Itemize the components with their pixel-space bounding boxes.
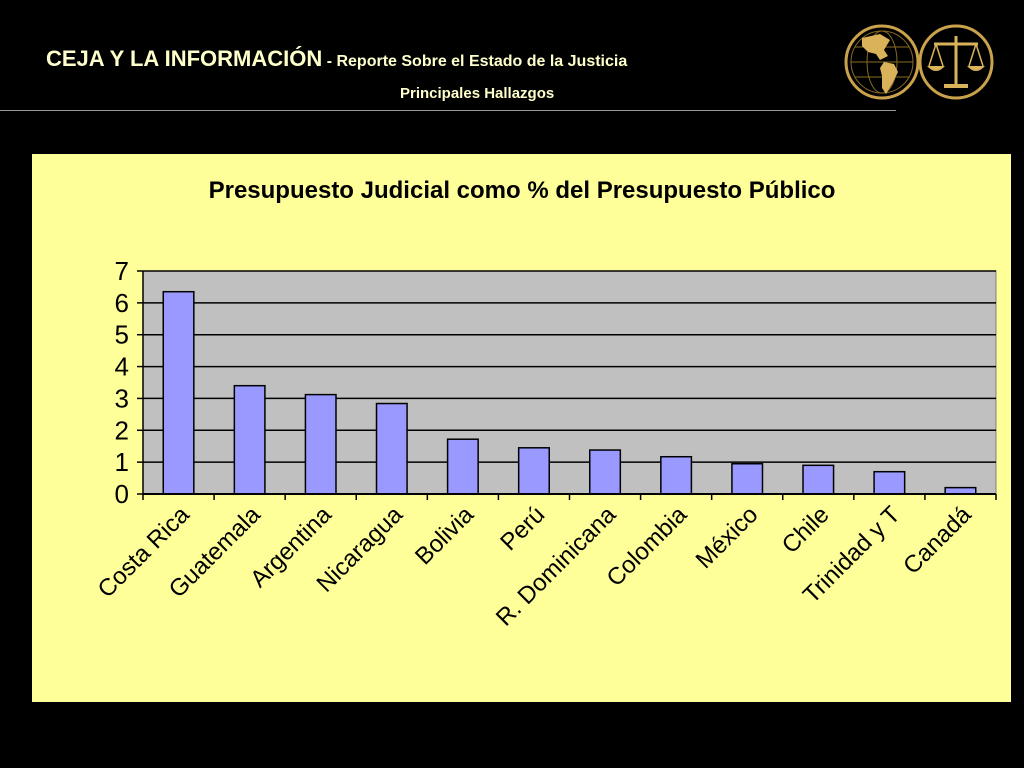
- header-divider: [0, 110, 896, 111]
- y-tick-label: 3: [115, 383, 129, 413]
- header-subtitle: Principales Hallazgos: [400, 85, 555, 102]
- scales-of-justice-icon: [918, 24, 994, 100]
- bar-m-xico: [731, 462, 764, 495]
- gridlines: [143, 270, 996, 463]
- bar-r-dominicana: [589, 449, 622, 495]
- bar-trinidad-y-t: [873, 470, 906, 495]
- bar-costa-rica: [162, 290, 195, 495]
- y-tick-label: 0: [115, 479, 129, 509]
- globe-americas-icon: [844, 24, 920, 100]
- bar-guatemala: [233, 384, 266, 495]
- y-tick-label: 4: [115, 352, 129, 382]
- chart-panel: Presupuesto Judicial como % del Presupue…: [32, 154, 1011, 702]
- bar-per-: [517, 447, 550, 495]
- x-tick-label: Chile: [777, 501, 835, 559]
- x-tick-label: Bolivia: [410, 501, 480, 571]
- y-tick-label: 2: [115, 415, 129, 445]
- x-tick-label: R. Dominicana: [491, 501, 622, 632]
- bar-chile: [802, 464, 835, 495]
- bar-bolivia: [446, 438, 479, 495]
- x-tick-label: México: [691, 501, 764, 574]
- bar-nicaragua: [375, 402, 408, 495]
- x-tick-label: Canadá: [898, 501, 977, 580]
- x-tick-label: Perú: [495, 501, 550, 556]
- y-tick-label: 5: [115, 320, 129, 350]
- header-title: CEJA Y LA INFORMACIÓN - Reporte Sobre el…: [46, 48, 627, 70]
- header-title-separator: -: [322, 53, 337, 70]
- chart-title: Presupuesto Judicial como % del Presupue…: [209, 177, 836, 204]
- header-logos: [840, 22, 1000, 113]
- bar-colombia: [660, 455, 693, 495]
- bars: [162, 290, 977, 495]
- y-tick-label: 1: [115, 447, 129, 477]
- y-tick-label: 6: [115, 288, 129, 318]
- y-tick-label: 7: [115, 256, 129, 286]
- axes: [137, 270, 997, 500]
- plot-area: [142, 270, 997, 495]
- bar-chart: Presupuesto Judicial como % del Presupue…: [93, 177, 997, 632]
- header-title-main: CEJA Y LA INFORMACIÓN: [46, 46, 323, 71]
- header-title-sub: Reporte Sobre el Estado de la Justicia: [336, 53, 628, 70]
- bar-argentina: [304, 393, 337, 495]
